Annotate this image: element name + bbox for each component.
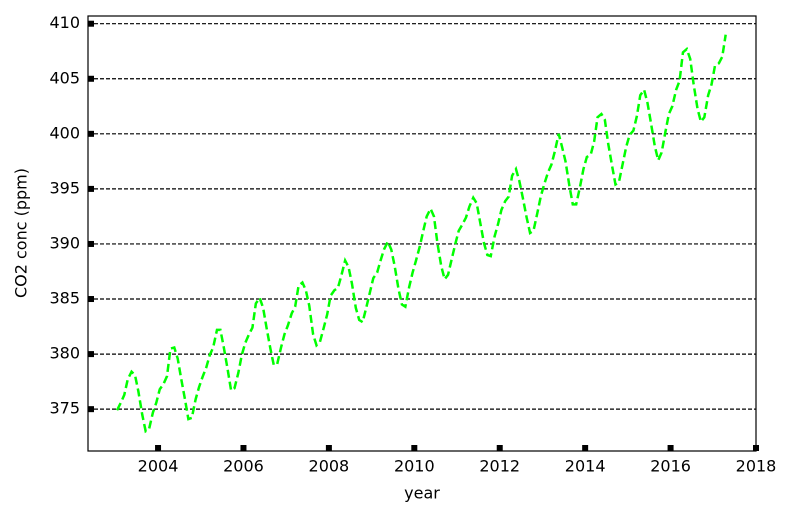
- y-tick-label: 395: [49, 178, 80, 197]
- y-tick-label: 385: [49, 289, 80, 308]
- y-tick-label: 405: [49, 68, 80, 87]
- y-tick-label: 375: [49, 399, 80, 418]
- y-tick-label: 410: [49, 13, 80, 32]
- plot-frame: [87, 15, 757, 452]
- x-tick-label: 2018: [736, 457, 777, 476]
- x-tick-label: 2012: [479, 457, 520, 476]
- x-tick-label: 2010: [394, 457, 435, 476]
- x-tick-label: 2004: [138, 457, 179, 476]
- x-tick-label: 2016: [650, 457, 691, 476]
- data-line: [115, 34, 727, 434]
- x-tick-label: 2008: [309, 457, 350, 476]
- y-tick-label: 390: [49, 233, 80, 252]
- x-axis-label: year: [404, 484, 440, 503]
- y-axis-label: CO2 conc (ppm): [12, 168, 31, 298]
- y-tick-label: 380: [49, 344, 80, 363]
- x-tick-label: 2014: [565, 457, 606, 476]
- x-tick-label: 2006: [223, 457, 264, 476]
- y-tick-label: 400: [49, 123, 80, 142]
